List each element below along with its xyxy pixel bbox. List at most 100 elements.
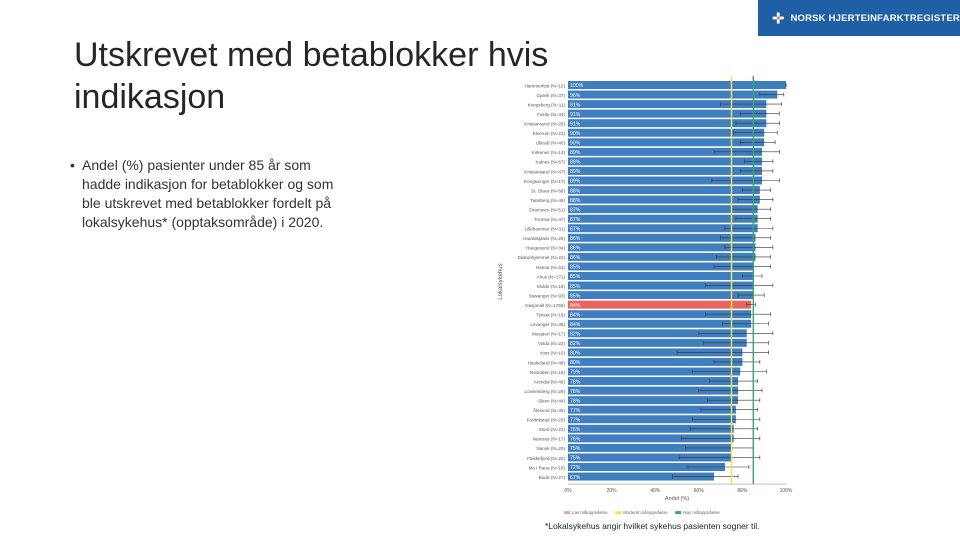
value-label: 100% bbox=[570, 83, 584, 89]
category-label: Førde (N=34) bbox=[537, 112, 565, 117]
category-label: Mosjøen (N=17) bbox=[532, 332, 566, 337]
value-label: 86% bbox=[570, 236, 581, 242]
value-label: 86% bbox=[570, 246, 581, 252]
category-label: Lovisenberg (N=28) bbox=[525, 389, 566, 394]
category-label: Stavanger (N=93) bbox=[529, 293, 566, 298]
value-label: 84% bbox=[570, 312, 581, 318]
category-label: Ahus (N=171) bbox=[537, 274, 566, 279]
category-label: Voss (N=10) bbox=[540, 351, 566, 356]
value-label: 89% bbox=[570, 160, 581, 166]
category-label: Diakonhjemmet (N=22) bbox=[518, 255, 566, 260]
bar bbox=[568, 195, 760, 204]
bar bbox=[568, 386, 739, 395]
category-label: Mo i Rana (N=18) bbox=[529, 465, 566, 470]
category-label: Kirkenes (N=14) bbox=[532, 150, 566, 155]
bar bbox=[568, 138, 765, 147]
value-label: 88% bbox=[570, 198, 581, 204]
bar bbox=[568, 186, 760, 195]
legend-label: Høy måloppnåelse bbox=[683, 510, 720, 515]
bar bbox=[568, 291, 754, 300]
category-label: Tromsø (N=47) bbox=[534, 217, 566, 222]
bar bbox=[568, 472, 715, 481]
bar bbox=[568, 338, 747, 347]
value-label: 75% bbox=[570, 446, 581, 452]
bar bbox=[568, 205, 758, 214]
footnote: *Lokalsykehus angir hvilket sykehus pasi… bbox=[545, 521, 760, 531]
value-label: 88% bbox=[570, 188, 581, 194]
category-label: Haukeland (N=48) bbox=[528, 360, 566, 365]
x-tick-label: 40% bbox=[650, 488, 661, 494]
category-label: Haraldsplass (N=29) bbox=[523, 236, 565, 241]
category-label: Elverum (N=23) bbox=[533, 131, 566, 136]
chart-container: Lokalsykehus Hammerfest (N=15) 100% Gjøvik … bbox=[494, 76, 806, 538]
x-axis-title: Andel (%) bbox=[665, 496, 689, 502]
category-label: Haugesund (N=34) bbox=[526, 246, 565, 251]
bar-highlight bbox=[568, 300, 752, 309]
value-label: 72% bbox=[570, 465, 581, 471]
bar bbox=[568, 434, 734, 443]
x-tick-label: 20% bbox=[607, 488, 618, 494]
bullet-dot: • bbox=[70, 157, 75, 173]
x-tick-label: 80% bbox=[737, 488, 748, 494]
category-label: Notodden (N=18) bbox=[530, 370, 566, 375]
value-label: 80% bbox=[570, 360, 581, 366]
value-label: 87% bbox=[570, 207, 581, 213]
category-label: Hammerfest (N=15) bbox=[525, 83, 566, 88]
category-label: Bodø (N=27) bbox=[539, 475, 566, 480]
bar bbox=[568, 233, 756, 242]
value-label: 90% bbox=[570, 131, 581, 137]
value-label: 79% bbox=[570, 370, 581, 376]
bullet-text: Andel (%) pasienter under 85 år som hadd… bbox=[82, 157, 334, 230]
bar bbox=[568, 252, 756, 261]
value-label: 91% bbox=[570, 112, 581, 118]
category-label: Ullevål (N=40) bbox=[536, 140, 566, 146]
value-label: 77% bbox=[570, 408, 581, 414]
value-label: 80% bbox=[570, 351, 581, 357]
value-label: 91% bbox=[570, 121, 581, 127]
value-label: 78% bbox=[570, 398, 581, 404]
bar bbox=[568, 119, 767, 128]
category-label: Kalnes (N=67) bbox=[536, 160, 566, 165]
bar bbox=[568, 147, 763, 156]
x-tick-label: 0% bbox=[564, 488, 572, 494]
bar bbox=[568, 415, 736, 424]
bar bbox=[568, 329, 747, 338]
bar bbox=[568, 128, 765, 137]
category-label: Nasjonalt (N=1756) bbox=[525, 303, 565, 308]
bar bbox=[568, 357, 743, 366]
category-label: Tynset (N=18) bbox=[536, 313, 565, 318]
bar bbox=[568, 405, 736, 414]
value-label: 67% bbox=[570, 475, 581, 481]
value-label: 78% bbox=[570, 389, 581, 395]
bar bbox=[568, 100, 767, 109]
category-label: Stord (N=22) bbox=[539, 427, 566, 432]
value-label: 85% bbox=[570, 274, 581, 280]
value-label: 87% bbox=[570, 226, 581, 232]
bullet-text-block: • Andel (%) pasienter under 85 år som ha… bbox=[70, 156, 342, 232]
value-label: 84% bbox=[570, 322, 581, 328]
value-label: 78% bbox=[570, 379, 581, 385]
bar bbox=[568, 310, 752, 319]
bar bbox=[568, 262, 754, 271]
x-tick-label: 100% bbox=[780, 488, 793, 494]
category-label: Arendal (N=46) bbox=[534, 379, 566, 384]
legend-swatch bbox=[675, 511, 682, 515]
bar bbox=[568, 367, 741, 376]
heart-cross-icon bbox=[772, 12, 784, 24]
legend-label: Moderat måloppnåelse bbox=[623, 510, 668, 515]
bar bbox=[568, 453, 732, 462]
value-label: 89% bbox=[570, 150, 581, 156]
category-label: Molde (N=18) bbox=[537, 284, 565, 289]
bar bbox=[568, 377, 739, 386]
bar bbox=[568, 166, 763, 175]
y-axis-title: Lokalsykehus bbox=[498, 263, 504, 299]
bar bbox=[568, 319, 752, 328]
category-label: Narvik (N=20) bbox=[537, 446, 566, 451]
legend-label: Lav måloppnåelse bbox=[572, 510, 608, 515]
logo-text: NORSK HJERTEINFARKTREGISTER bbox=[790, 12, 960, 24]
bar bbox=[568, 224, 758, 233]
value-label: 76% bbox=[570, 437, 581, 443]
value-label: 89% bbox=[570, 169, 581, 175]
bar bbox=[568, 272, 754, 280]
category-label: Ålesund (N=35) bbox=[533, 407, 566, 413]
